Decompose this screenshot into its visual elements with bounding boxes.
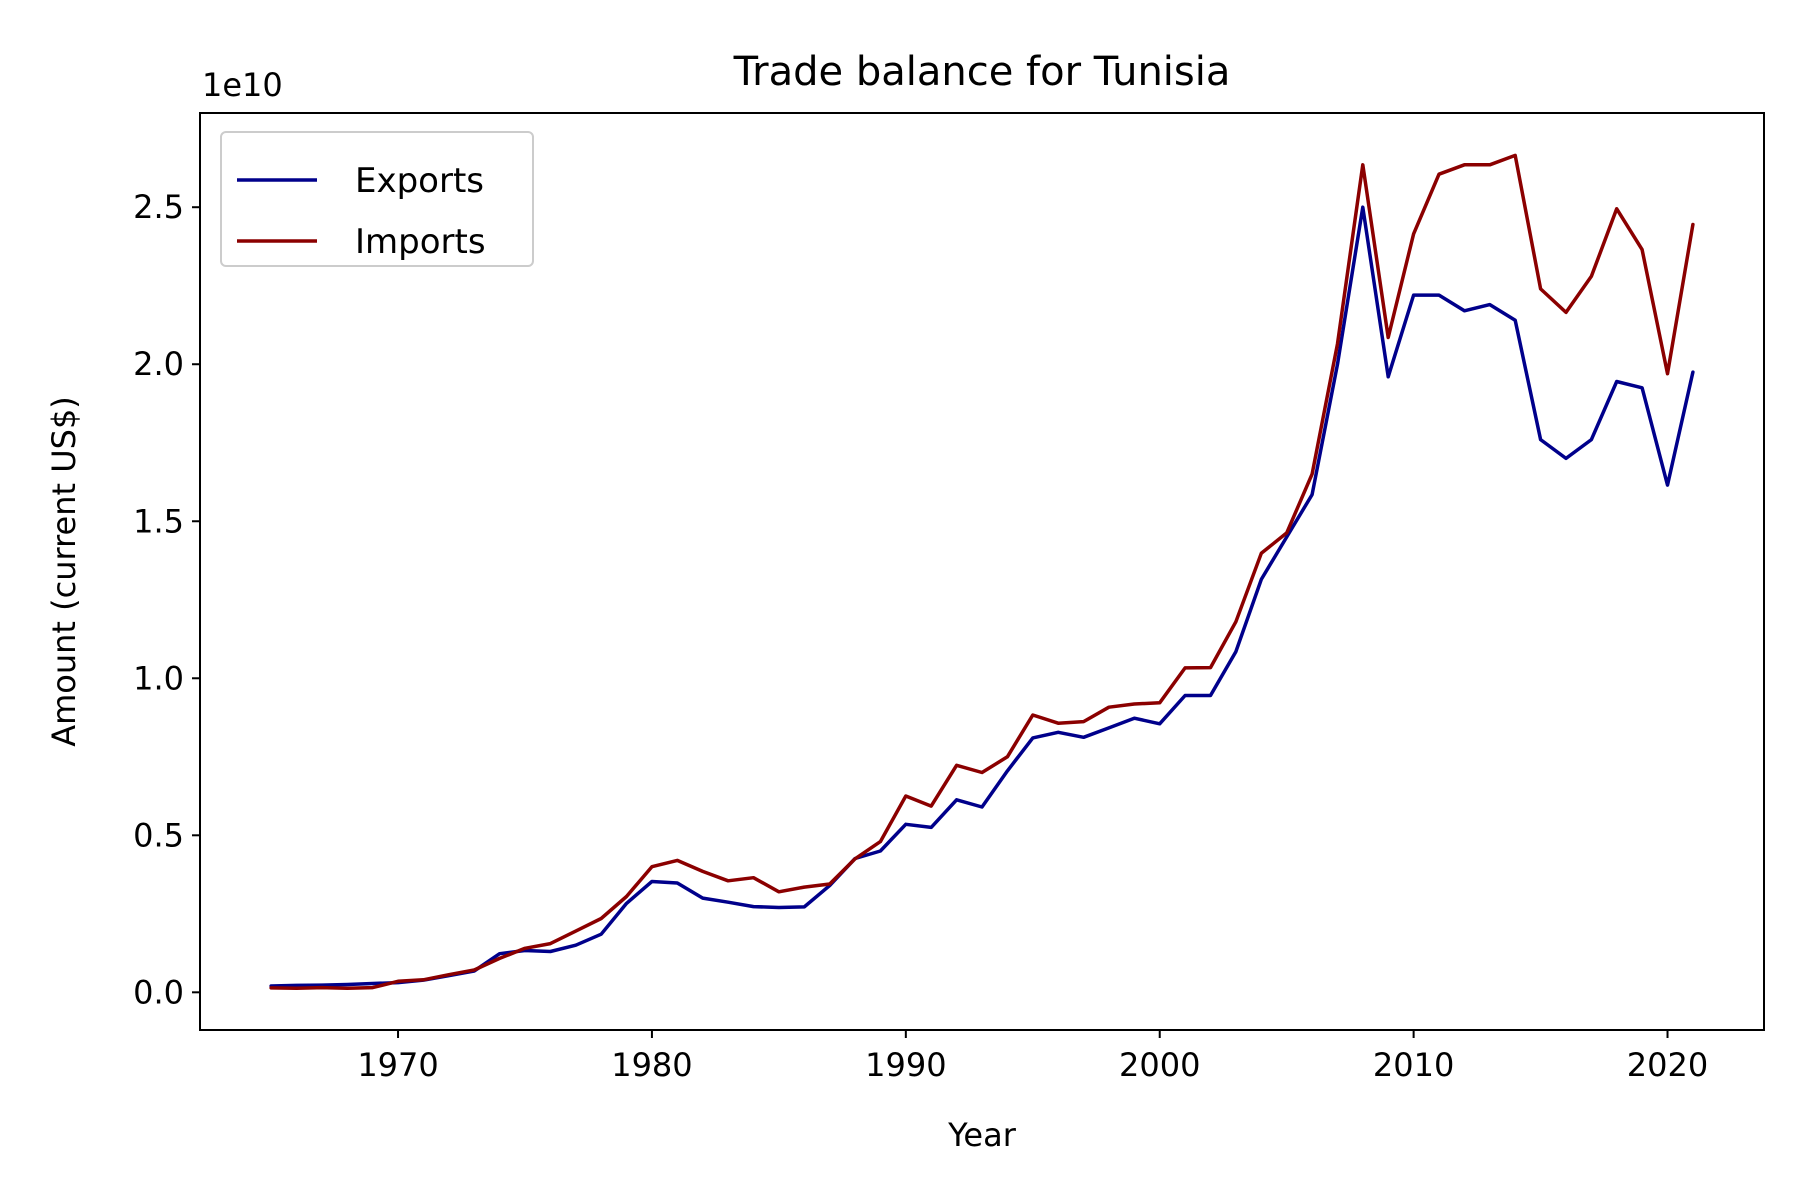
y-axis-ticks: 0.0 0.5 1.0 1.5 2.0 2.5 (133, 188, 200, 1011)
x-tick-label: 1970 (357, 1046, 438, 1084)
y-tick-label: 2.0 (133, 345, 184, 383)
series-line-imports (269, 153, 1695, 990)
plot-frame (199, 112, 1765, 1031)
x-tick-label: 2000 (1119, 1046, 1200, 1084)
y-tick-label: 1.5 (133, 502, 184, 540)
legend: Exports Imports (220, 131, 534, 267)
chart-title: Trade balance for Tunisia (733, 49, 1231, 95)
y-tick-label: 2.5 (133, 188, 184, 226)
x-tick-label: 2010 (1373, 1046, 1454, 1084)
legend-label-imports: Imports (355, 222, 486, 262)
series-layer (269, 153, 1695, 990)
y-tick-label: 0.0 (133, 973, 184, 1011)
y-tick-label: 1.0 (133, 659, 184, 697)
legend-box (220, 131, 534, 267)
x-tick-label: 1980 (611, 1046, 692, 1084)
y-tick-label: 0.5 (133, 816, 184, 854)
legend-label-exports: Exports (355, 161, 484, 201)
x-tick-label: 2020 (1627, 1046, 1708, 1084)
x-axis-label: Year (947, 1116, 1017, 1154)
series-line-exports (269, 205, 1695, 988)
y-offset-label: 1e10 (202, 66, 283, 104)
x-axis-ticks: 1970 1980 1990 2000 2010 2020 (357, 1030, 1708, 1084)
y-axis-label: Amount (current US$) (45, 396, 83, 747)
x-tick-label: 1990 (865, 1046, 946, 1084)
